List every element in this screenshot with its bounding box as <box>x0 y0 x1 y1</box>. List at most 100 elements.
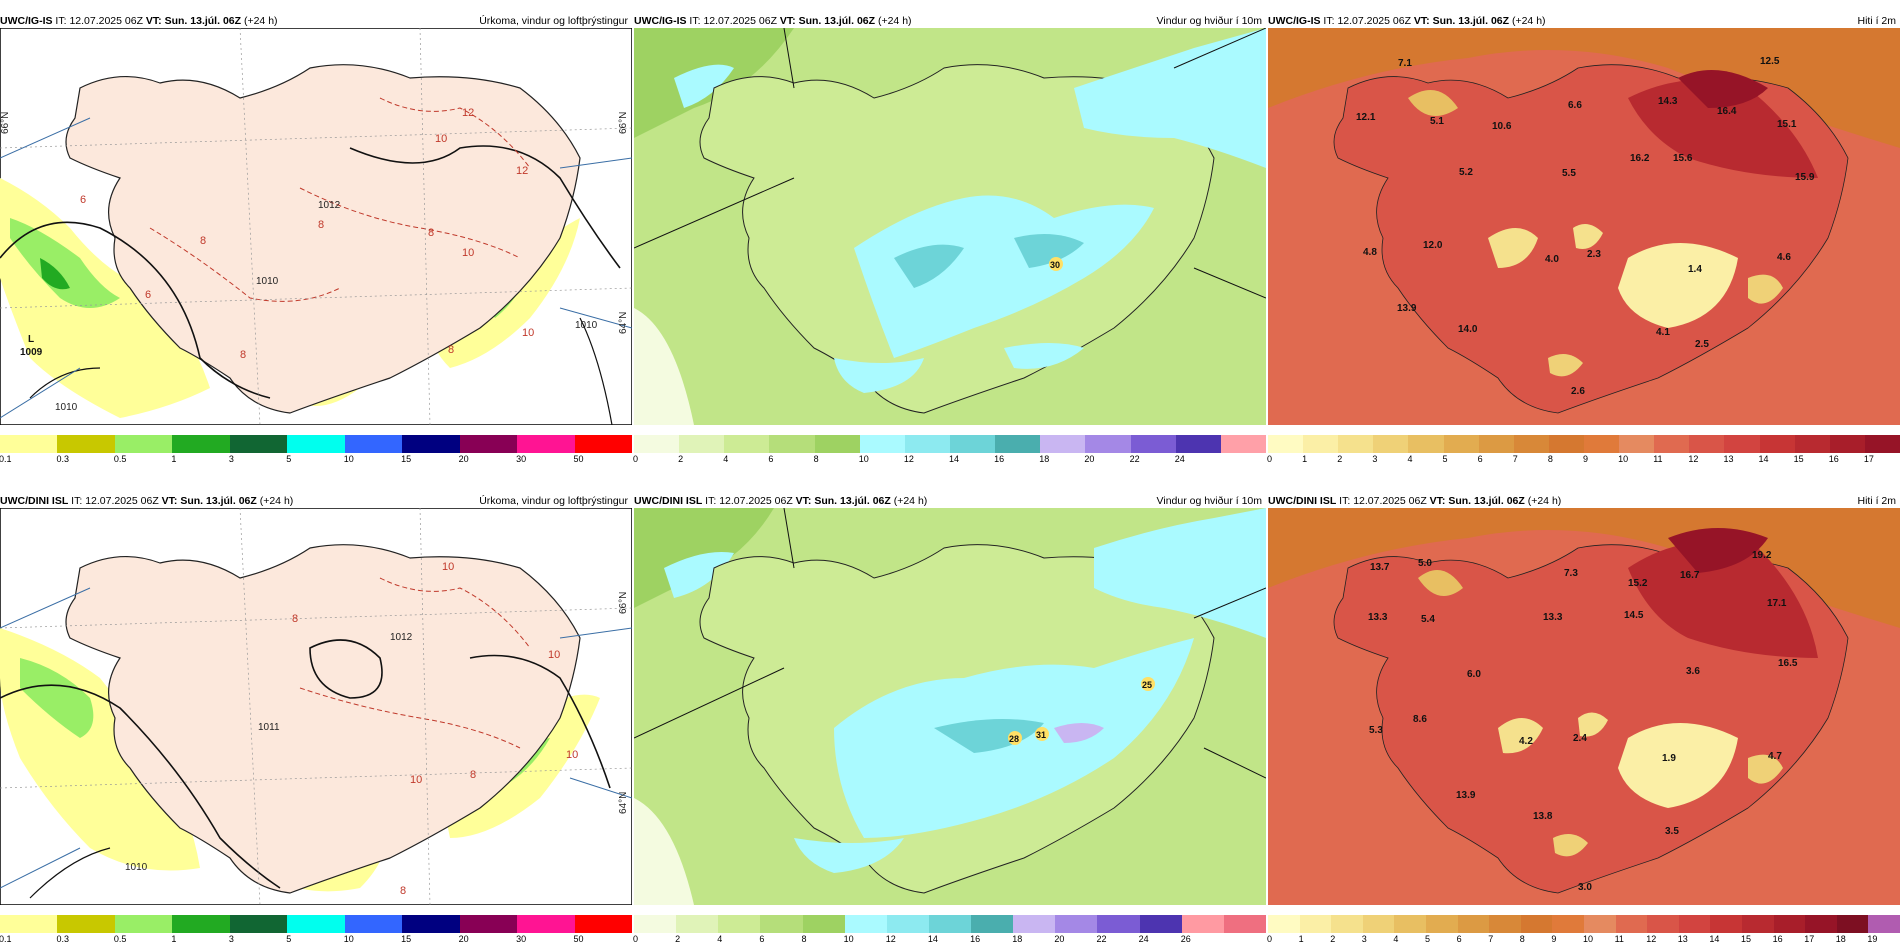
contour-label: 8 <box>428 227 434 239</box>
contour-label: 10 <box>442 561 454 573</box>
colorbar-segment <box>634 915 677 933</box>
colorbar-tick: 5 <box>1442 454 1448 464</box>
colorbar-tick: 4 <box>1407 454 1413 464</box>
colorbar-segment <box>1759 435 1796 453</box>
temperature-label: 4.1 <box>1656 327 1670 338</box>
colorbar-tick: 18 <box>1012 934 1023 944</box>
colorbar-tick: 14 <box>1709 934 1720 944</box>
lead-time: (+24 h) <box>259 495 294 507</box>
it-label: IT: <box>71 495 83 507</box>
contour-label: 10 <box>462 247 474 259</box>
colorbar-segment <box>1139 915 1183 933</box>
isobar-label: 1010 <box>256 276 279 287</box>
colorbar-tick: 12 <box>903 454 914 464</box>
vt-label: VT: <box>795 495 812 507</box>
gust-label: 25 <box>1142 680 1152 690</box>
colorbar-tick: 8 <box>1547 454 1553 464</box>
colorbar-tick: 3 <box>1361 934 1367 944</box>
colorbar-tick: 50 <box>573 934 584 944</box>
colorbar-segment <box>1647 915 1680 933</box>
colorbar-segment <box>1836 915 1869 933</box>
colorbar-segment <box>1085 435 1132 453</box>
colorbar-tick: 10 <box>343 934 354 944</box>
contour-label: 10 <box>410 774 422 786</box>
it-value: 12.07.2025 06Z <box>1337 15 1411 27</box>
lead-time: (+24 h) <box>1511 15 1546 27</box>
colorbar-tick: 20 <box>458 454 469 464</box>
contour-label: 10 <box>548 649 560 661</box>
colorbar-segment <box>114 915 173 933</box>
colorbar-segment <box>287 435 346 453</box>
colorbar-segment <box>724 435 770 453</box>
isobar-label: 1012 <box>390 632 413 643</box>
map-wind: 25 28 31 <box>634 508 1266 905</box>
lead-time: (+24 h) <box>893 495 928 507</box>
temperature-label: 16.5 <box>1778 658 1798 669</box>
colorbar-segment <box>1130 435 1177 453</box>
temperature-label: 4.7 <box>1768 751 1782 762</box>
panel-title: Hiti í 2m <box>1857 15 1896 27</box>
colorbar-segment <box>1864 435 1900 453</box>
colorbar-tick: 5 <box>286 934 292 944</box>
colorbar-segment <box>1773 915 1806 933</box>
contour-label: 6 <box>145 289 151 301</box>
colorbar-tick: 5 <box>1425 934 1431 944</box>
map-temp: 7.1 12.1 5.1 10.6 6.6 14.3 12.5 16.4 15.1 5.2 5.5 1… <box>1268 28 1900 425</box>
temperature-label: 19.2 <box>1752 550 1772 561</box>
colorbar-tick: 20 <box>458 934 469 944</box>
temperature-label: 2.4 <box>1573 733 1587 744</box>
colorbar-tick: 12 <box>1688 454 1699 464</box>
colorbar-segment <box>1805 915 1838 933</box>
colorbar-segment <box>172 435 231 453</box>
colorbar-segment <box>1794 435 1831 453</box>
colorbar-segment <box>172 915 231 933</box>
panel-temp-dini: UWC/DINI ISL IT: 12.07.2025 06Z VT: Sun.… <box>1267 494 1900 950</box>
colorbar-tick: 50 <box>573 454 584 464</box>
colorbar-tick: 26 <box>1180 934 1191 944</box>
contour-label: 8 <box>400 885 406 897</box>
colorbar-tick: 4 <box>723 454 729 464</box>
colorbar-tick: 10 <box>1583 934 1594 944</box>
colorbar-segment <box>718 915 761 933</box>
temperature-label: 15.9 <box>1795 172 1815 183</box>
colorbar-segment <box>1615 915 1648 933</box>
colorbar-tick: 16 <box>994 454 1005 464</box>
it-value: 12.07.2025 06Z <box>719 495 793 507</box>
colorbar-tick: 8 <box>1519 934 1525 944</box>
colorbar-segment <box>517 915 576 933</box>
panel-header: UWC/DINI ISL IT: 12.07.2025 06Z VT: Sun.… <box>634 494 1266 508</box>
temperature-label: 13.7 <box>1370 562 1390 573</box>
contour-label: 8 <box>318 219 324 231</box>
colorbar-tick: 19 <box>1867 934 1878 944</box>
colorbar-tick: 0.1 <box>0 934 12 944</box>
colorbar-tick: 3 <box>1372 454 1378 464</box>
colorbar-tick: 18 <box>1039 454 1050 464</box>
colorbar-tick: 1 <box>171 934 177 944</box>
colorbar-tick: 0 <box>633 934 639 944</box>
temperature-label: 2.3 <box>1587 249 1601 260</box>
panel-title: Úrkoma, vindur og loftþrýstingur <box>479 495 628 507</box>
colorbar-tick: 2 <box>675 934 681 944</box>
colorbar-tick: 10 <box>858 454 869 464</box>
map-wind: 30 <box>634 28 1266 425</box>
colorbar-wind: 0 2 4 6 8 10 12 14 16 18 20 22 24 26 <box>633 915 1267 944</box>
temperature-label: 7.3 <box>1564 568 1578 579</box>
contour-label: 12 <box>462 107 474 119</box>
model-source: UWC/DINI ISL <box>0 495 69 507</box>
gust-marker <box>1141 677 1155 691</box>
temperature-label: 13.3 <box>1543 612 1563 623</box>
colorbar-segment <box>114 435 173 453</box>
lat-label: 66°N <box>618 592 629 614</box>
vt-label: VT: <box>1429 495 1446 507</box>
model-source: UWC/IG-IS <box>634 15 687 27</box>
model-source: UWC/IG-IS <box>0 15 53 27</box>
colorbar-tick: 18 <box>1835 934 1846 944</box>
contour-label: 12 <box>516 165 528 177</box>
contour-label: 8 <box>470 769 476 781</box>
colorbar-temp: 0 1 2 3 4 5 6 7 8 9 10 11 12 13 14 15 16 17 <box>1267 435 1900 464</box>
contour-label: 10 <box>522 327 534 339</box>
temperature-label: 8.6 <box>1413 714 1427 725</box>
colorbar-tick: 2 <box>678 454 684 464</box>
colorbar-tick: 24 <box>1174 454 1185 464</box>
colorbar-tick: 11 <box>1653 454 1663 464</box>
